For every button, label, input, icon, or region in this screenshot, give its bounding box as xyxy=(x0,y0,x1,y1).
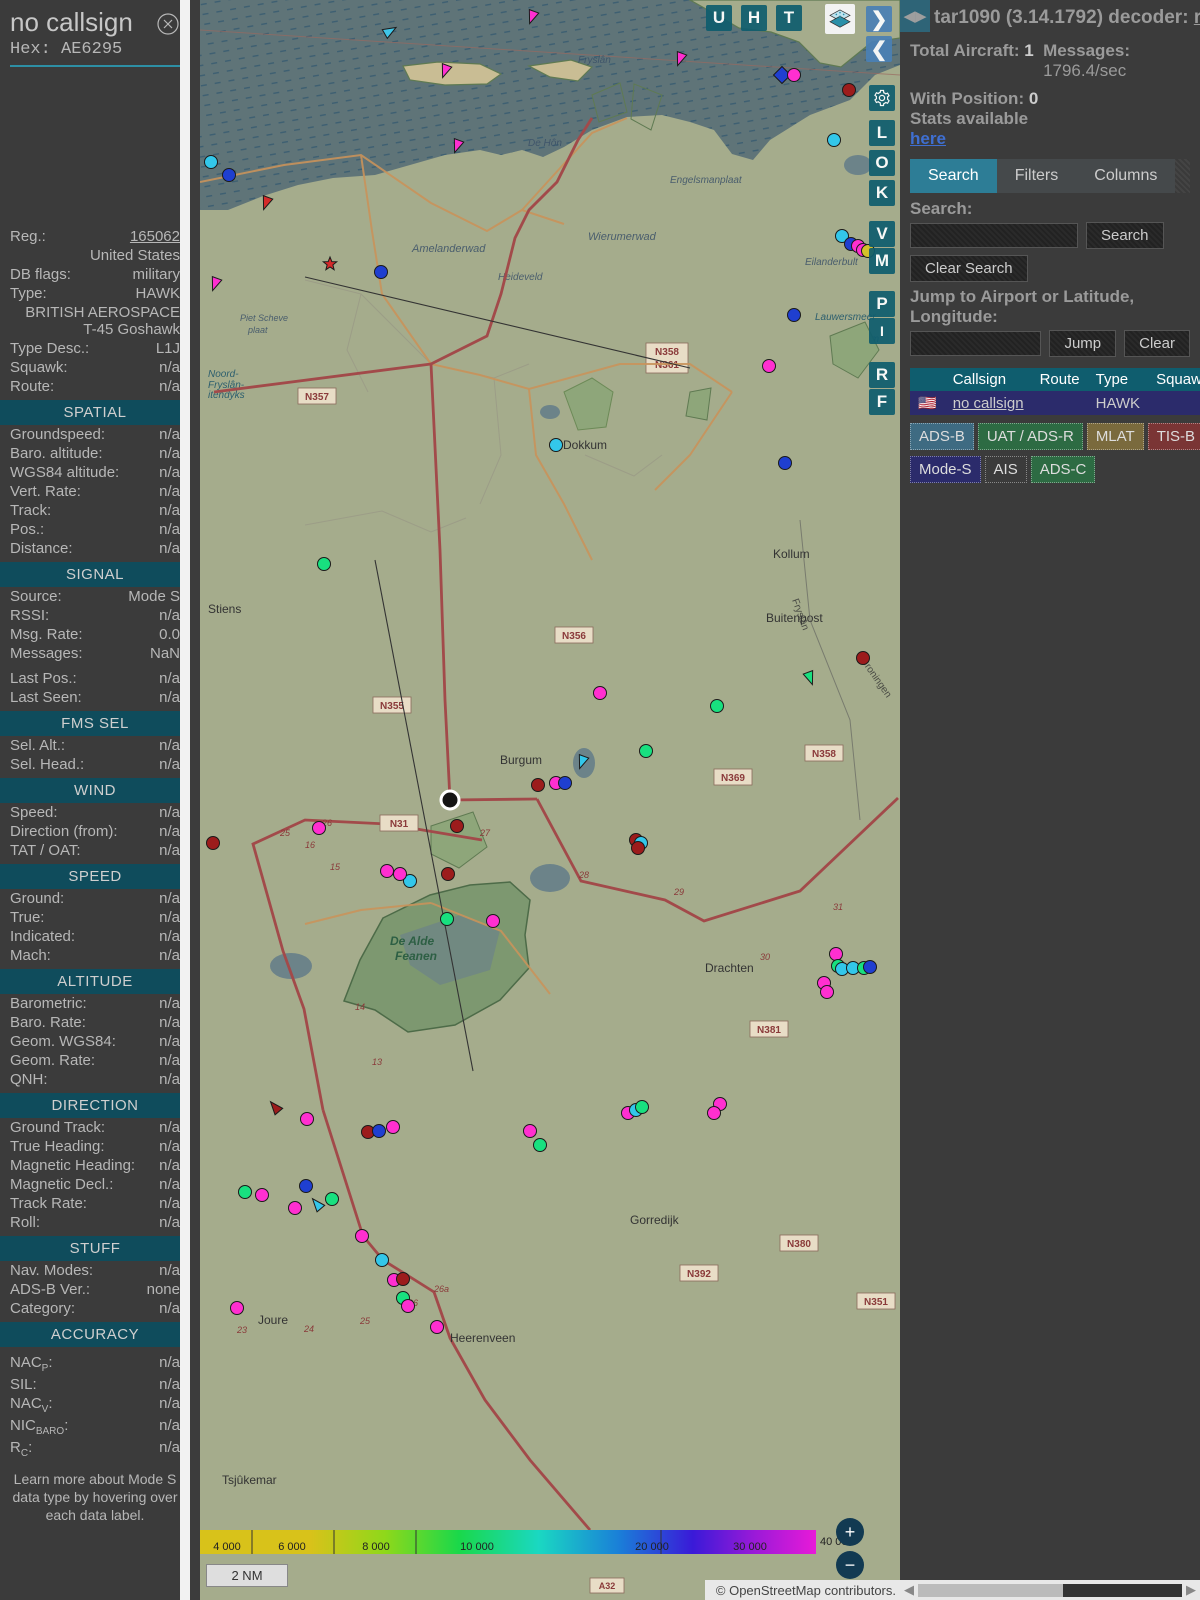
svg-text:14: 14 xyxy=(355,1002,365,1012)
svg-text:Fryslân: Fryslân xyxy=(578,55,611,66)
svg-text:10 000: 10 000 xyxy=(460,1541,494,1553)
svg-text:Wierumerwad: Wierumerwad xyxy=(588,231,657,243)
svg-text:plaat: plaat xyxy=(247,325,268,335)
svg-text:Amelanderwad: Amelanderwad xyxy=(411,243,486,255)
svg-text:23: 23 xyxy=(236,1325,247,1335)
svg-text:N380: N380 xyxy=(787,1239,811,1250)
svg-text:13: 13 xyxy=(372,1057,382,1067)
svg-text:Stiens: Stiens xyxy=(208,602,241,616)
svg-text:N358: N358 xyxy=(655,347,679,358)
svg-text:A32: A32 xyxy=(599,1581,616,1591)
svg-text:N355: N355 xyxy=(380,701,404,712)
svg-text:De Alde: De Alde xyxy=(390,934,435,948)
svg-text:N356: N356 xyxy=(562,631,586,642)
svg-text:De Hôn: De Hôn xyxy=(528,138,562,149)
svg-text:26a: 26a xyxy=(433,1284,449,1294)
svg-text:N357: N357 xyxy=(305,392,329,403)
svg-text:Noord-: Noord- xyxy=(208,369,239,380)
svg-text:20 000: 20 000 xyxy=(635,1541,669,1553)
svg-text:Engelsmanplaat: Engelsmanplaat xyxy=(670,175,743,186)
svg-text:N361: N361 xyxy=(655,360,679,371)
svg-text:Feanen: Feanen xyxy=(395,949,437,963)
svg-text:24: 24 xyxy=(303,1324,314,1334)
svg-text:Burgum: Burgum xyxy=(500,753,542,767)
svg-text:25: 25 xyxy=(279,828,291,838)
svg-text:Tsjûkemar: Tsjûkemar xyxy=(222,1473,277,1487)
svg-text:30: 30 xyxy=(760,952,770,962)
svg-text:N392: N392 xyxy=(687,1269,711,1280)
svg-text:6 000: 6 000 xyxy=(278,1541,306,1553)
svg-text:29: 29 xyxy=(673,887,684,897)
svg-text:15: 15 xyxy=(330,862,341,872)
svg-text:16: 16 xyxy=(305,840,315,850)
svg-text:N369: N369 xyxy=(721,773,745,784)
svg-text:N351: N351 xyxy=(864,1297,888,1308)
svg-text:28: 28 xyxy=(578,870,589,880)
svg-text:Heerenveen: Heerenveen xyxy=(450,1331,515,1345)
svg-text:Joure: Joure xyxy=(258,1313,288,1327)
svg-text:Eilanderbult: Eilanderbult xyxy=(805,257,859,268)
svg-text:27: 27 xyxy=(479,828,491,838)
svg-text:8 000: 8 000 xyxy=(362,1541,390,1553)
svg-text:Lauwersmeer: Lauwersmeer xyxy=(815,312,876,323)
svg-text:4 000: 4 000 xyxy=(213,1541,241,1553)
svg-text:N358: N358 xyxy=(812,749,836,760)
svg-text:30 000: 30 000 xyxy=(733,1541,767,1553)
svg-text:Gorredijk: Gorredijk xyxy=(630,1213,680,1227)
svg-text:N381: N381 xyxy=(757,1025,781,1036)
svg-text:Piet Scheve: Piet Scheve xyxy=(240,313,288,323)
svg-text:N31: N31 xyxy=(390,819,409,830)
svg-text:Dokkum: Dokkum xyxy=(563,438,607,452)
svg-text:31: 31 xyxy=(833,902,843,912)
svg-text:Drachten: Drachten xyxy=(705,961,754,975)
svg-text:25: 25 xyxy=(359,1316,371,1326)
